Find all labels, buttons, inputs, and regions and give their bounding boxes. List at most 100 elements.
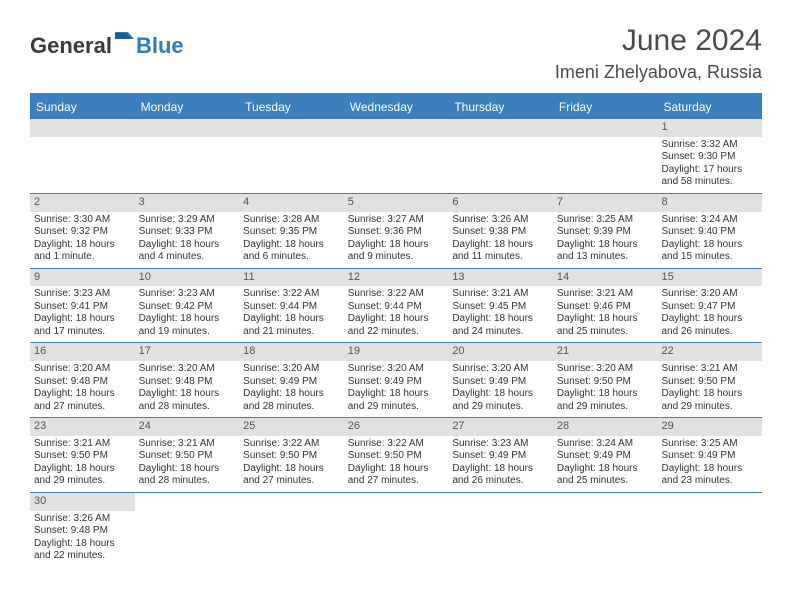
day-number: 18 [239,343,344,361]
daylight-text: and 17 minutes. [34,326,131,339]
daylight-text: Daylight: 18 hours [348,388,445,401]
day-cell: 6Sunrise: 3:26 AMSunset: 9:38 PMDaylight… [448,194,553,268]
week-row: 1Sunrise: 3:32 AMSunset: 9:30 PMDaylight… [30,119,762,194]
daylight-text: and 29 minutes. [661,401,758,414]
sunrise-text: Sunrise: 3:20 AM [348,363,445,376]
day-cell: 23Sunrise: 3:21 AMSunset: 9:50 PMDayligh… [30,418,135,492]
sunrise-text: Sunrise: 3:22 AM [243,438,340,451]
sunrise-text: Sunrise: 3:20 AM [34,363,131,376]
logo-flag-icon [114,31,136,49]
day-number: 15 [657,269,762,287]
day-number: 25 [239,418,344,436]
day-number: 3 [135,194,240,212]
day-cell: 4Sunrise: 3:28 AMSunset: 9:35 PMDaylight… [239,194,344,268]
logo-text-general: General [30,33,112,59]
week-row: 9Sunrise: 3:23 AMSunset: 9:41 PMDaylight… [30,269,762,344]
logo: General Blue [30,24,184,64]
week-row: 30Sunrise: 3:26 AMSunset: 9:48 PMDayligh… [30,493,762,567]
day-cell: 18Sunrise: 3:20 AMSunset: 9:49 PMDayligh… [239,343,344,417]
day-number: 20 [448,343,553,361]
day-cell: 30Sunrise: 3:26 AMSunset: 9:48 PMDayligh… [30,493,135,567]
day-cell [657,493,762,567]
sunrise-text: Sunrise: 3:22 AM [243,288,340,301]
day-body: Sunrise: 3:20 AMSunset: 9:49 PMDaylight:… [239,361,344,417]
sunrise-text: Sunrise: 3:24 AM [557,438,654,451]
day-cell: 11Sunrise: 3:22 AMSunset: 9:44 PMDayligh… [239,269,344,343]
day-number: 16 [30,343,135,361]
daylight-text: and 22 minutes. [348,326,445,339]
daylight-text: and 27 minutes. [348,475,445,488]
day-number: 27 [448,418,553,436]
daylight-text: Daylight: 18 hours [661,463,758,476]
weeks-container: 1Sunrise: 3:32 AMSunset: 9:30 PMDaylight… [30,119,762,567]
sunrise-text: Sunrise: 3:25 AM [661,438,758,451]
day-body: Sunrise: 3:30 AMSunset: 9:32 PMDaylight:… [30,212,135,268]
sunset-text: Sunset: 9:49 PM [348,376,445,389]
sunrise-text: Sunrise: 3:20 AM [139,363,236,376]
sunrise-text: Sunrise: 3:20 AM [452,363,549,376]
day-body: Sunrise: 3:26 AMSunset: 9:48 PMDaylight:… [30,511,135,567]
sunrise-text: Sunrise: 3:32 AM [661,139,758,152]
header: General Blue June 2024 Imeni Zhelyabova,… [30,24,762,83]
day-body: Sunrise: 3:21 AMSunset: 9:50 PMDaylight:… [135,436,240,492]
daylight-text: Daylight: 18 hours [452,463,549,476]
daylight-text: Daylight: 18 hours [348,239,445,252]
empty-day-bar [30,119,135,137]
day-cell: 7Sunrise: 3:25 AMSunset: 9:39 PMDaylight… [553,194,658,268]
day-cell: 3Sunrise: 3:29 AMSunset: 9:33 PMDaylight… [135,194,240,268]
daylight-text: Daylight: 18 hours [243,388,340,401]
daylight-text: and 26 minutes. [452,475,549,488]
day-body: Sunrise: 3:22 AMSunset: 9:50 PMDaylight:… [344,436,449,492]
day-cell: 10Sunrise: 3:23 AMSunset: 9:42 PMDayligh… [135,269,240,343]
daylight-text: Daylight: 18 hours [557,388,654,401]
empty-day-bar [344,119,449,137]
daylight-text: and 1 minute. [34,251,131,264]
day-number: 19 [344,343,449,361]
daylight-text: and 23 minutes. [661,475,758,488]
day-body: Sunrise: 3:23 AMSunset: 9:42 PMDaylight:… [135,286,240,342]
day-cell: 27Sunrise: 3:23 AMSunset: 9:49 PMDayligh… [448,418,553,492]
day-number: 7 [553,194,658,212]
weekday-header: Friday [553,95,658,119]
day-number: 22 [657,343,762,361]
sunset-text: Sunset: 9:50 PM [34,450,131,463]
day-cell [448,119,553,193]
sunrise-text: Sunrise: 3:24 AM [661,214,758,227]
daylight-text: and 28 minutes. [139,475,236,488]
daylight-text: Daylight: 18 hours [243,313,340,326]
daylight-text: and 29 minutes. [34,475,131,488]
day-number: 6 [448,194,553,212]
day-number: 21 [553,343,658,361]
sunset-text: Sunset: 9:49 PM [661,450,758,463]
day-cell [135,119,240,193]
daylight-text: and 19 minutes. [139,326,236,339]
sunset-text: Sunset: 9:48 PM [34,525,131,538]
day-number: 5 [344,194,449,212]
day-cell: 1Sunrise: 3:32 AMSunset: 9:30 PMDaylight… [657,119,762,193]
sunrise-text: Sunrise: 3:30 AM [34,214,131,227]
day-cell [344,119,449,193]
day-body: Sunrise: 3:20 AMSunset: 9:50 PMDaylight:… [553,361,658,417]
sunrise-text: Sunrise: 3:21 AM [34,438,131,451]
day-cell: 26Sunrise: 3:22 AMSunset: 9:50 PMDayligh… [344,418,449,492]
daylight-text: and 9 minutes. [348,251,445,264]
sunrise-text: Sunrise: 3:29 AM [139,214,236,227]
day-number: 29 [657,418,762,436]
day-number: 24 [135,418,240,436]
day-cell: 13Sunrise: 3:21 AMSunset: 9:45 PMDayligh… [448,269,553,343]
location-subtitle: Imeni Zhelyabova, Russia [555,62,762,83]
weekday-header: Tuesday [239,95,344,119]
day-body: Sunrise: 3:22 AMSunset: 9:50 PMDaylight:… [239,436,344,492]
daylight-text: Daylight: 17 hours [661,164,758,177]
daylight-text: and 26 minutes. [661,326,758,339]
daylight-text: and 28 minutes. [243,401,340,414]
day-body: Sunrise: 3:21 AMSunset: 9:50 PMDaylight:… [657,361,762,417]
daylight-text: and 58 minutes. [661,176,758,189]
daylight-text: Daylight: 18 hours [243,239,340,252]
sunrise-text: Sunrise: 3:27 AM [348,214,445,227]
weekday-header: Sunday [30,95,135,119]
sunset-text: Sunset: 9:45 PM [452,301,549,314]
empty-day-bar [448,119,553,137]
day-body: Sunrise: 3:25 AMSunset: 9:49 PMDaylight:… [657,436,762,492]
daylight-text: and 29 minutes. [452,401,549,414]
